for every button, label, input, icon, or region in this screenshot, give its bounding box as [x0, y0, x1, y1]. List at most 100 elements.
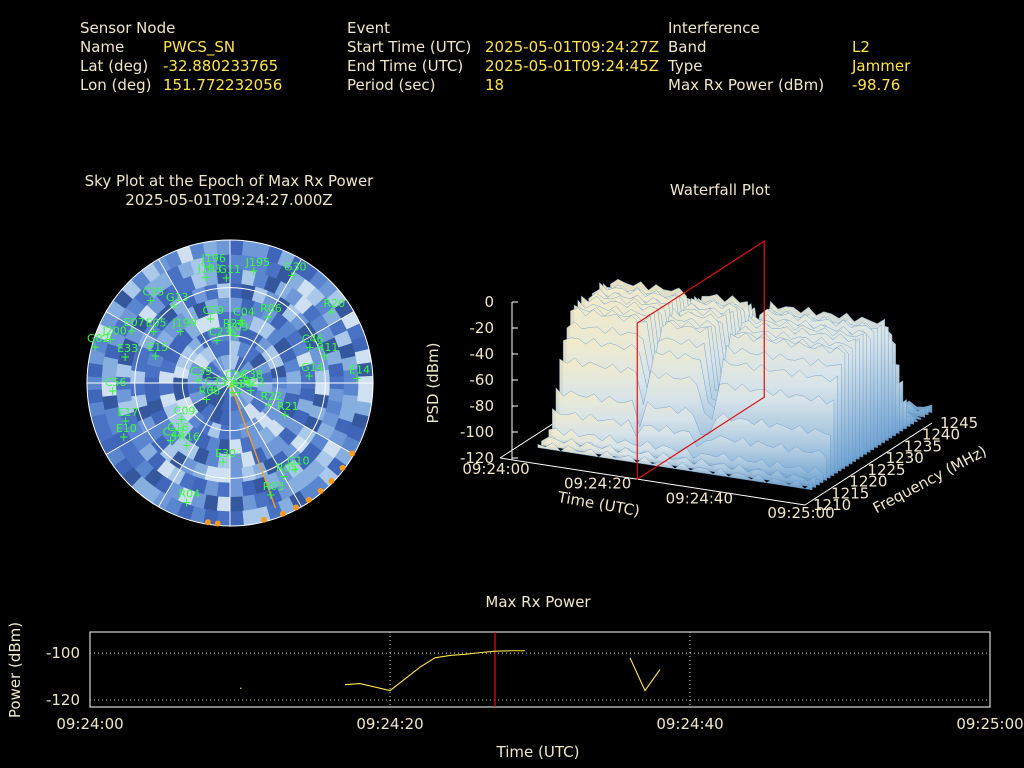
wf-psd-tick-label: -120: [460, 449, 494, 467]
event-start-label: Start Time (UTC): [347, 38, 472, 56]
sensor-lat-label: Lat (deg): [80, 57, 149, 75]
wf-freq-tick-label: 1245: [940, 414, 978, 432]
sky-azimuth-spoke: [105, 382, 231, 455]
satellite-marker: +: [181, 438, 191, 452]
skyplot-title: Sky Plot at the Epoch of Max Rx Power: [84, 172, 374, 190]
event-period-label: Period (sec): [347, 76, 436, 94]
interference-detection-marker: [328, 477, 335, 484]
wf-psd-tick-label: 0: [484, 293, 494, 311]
interference-detection-marker: [214, 520, 221, 527]
satellite-label: G11: [218, 263, 241, 276]
satellite-marker: +: [263, 310, 273, 324]
sky-cell: [241, 509, 258, 526]
satellite-label: C23: [209, 325, 231, 338]
satellite-label: G13: [166, 291, 189, 304]
satellite-label: C13: [230, 378, 252, 391]
satellite-marker: +: [280, 408, 290, 422]
wf-time-tick-label: 09:24:20: [564, 475, 631, 493]
interference-power-value: -98.76: [852, 76, 901, 94]
sky-cell: [87, 388, 103, 404]
sensor-lon-value: 151.772232056: [163, 76, 283, 94]
wf-frequency-slice: [541, 436, 817, 488]
wf-freq-tick-label: 1235: [904, 437, 942, 455]
interference-detection-marker: [339, 464, 346, 471]
sensor-name-value: PWCS_SN: [163, 38, 236, 56]
satellite-marker: +: [201, 271, 211, 285]
satellite-label: R06: [260, 302, 282, 315]
waterfall-title: Waterfall Plot: [669, 181, 771, 199]
satellite-marker: +: [227, 385, 237, 399]
satellite-label: C03: [227, 321, 249, 334]
satellite-marker: +: [150, 349, 160, 363]
satellite-marker: +: [119, 430, 129, 444]
satellite-marker: +: [326, 305, 336, 319]
interference-detection-marker: [204, 519, 211, 526]
event-start-value: 2025-05-01T09:24:27Z: [485, 38, 659, 56]
satellite-label: E17: [117, 406, 138, 419]
event-end-value: 2025-05-01T09:24:45Z: [485, 57, 659, 75]
satellite-marker: +: [244, 376, 254, 390]
interference-detection-marker: [305, 496, 312, 503]
wf-freq-tick-label: 1220: [849, 473, 887, 491]
satellite-label: R05: [276, 462, 298, 475]
satellite-marker: +: [108, 384, 118, 398]
wf-time-tick-label: 09:24:00: [462, 460, 529, 478]
satellite-marker: +: [145, 294, 155, 308]
maxrx-series-line: [344, 650, 525, 692]
satellite-marker: +: [263, 398, 273, 412]
sky-cell: [216, 240, 231, 256]
satellite-label: G10: [287, 454, 310, 467]
satellite-label: C35: [143, 286, 165, 299]
sky-azimuth-spoke: [158, 382, 231, 508]
satellite-label: E33: [117, 342, 138, 355]
sky-cell: [129, 369, 146, 384]
maxrx-frame: [89, 631, 991, 708]
satellite-label: R20: [324, 297, 346, 310]
maxrx-x-tick-label: 09:24:40: [656, 715, 723, 733]
maxrx-y-axis-label: Power (dBm): [6, 622, 24, 718]
satellite-marker: +: [266, 488, 276, 502]
satellite-marker: +: [287, 269, 297, 283]
interference-type-label: Type: [668, 57, 703, 75]
sky-cell: [129, 382, 146, 397]
event-heading: Event: [347, 19, 390, 37]
satellite-marker: +: [175, 325, 185, 339]
satellite-label: C46: [302, 332, 324, 345]
sky-azimuth-spoke: [229, 311, 355, 384]
satellite-label: R16: [178, 430, 200, 443]
sky-cell: [216, 467, 231, 484]
satellite-marker: +: [120, 350, 130, 364]
maxrx-x-tick-label: 09:25:00: [956, 715, 1023, 733]
satellite-label: C38: [241, 368, 263, 381]
sky-cell: [357, 388, 373, 404]
sensor-name-label: Name: [80, 38, 125, 56]
event-end-label: End Time (UTC): [347, 57, 464, 75]
satellite-label: J193: [197, 263, 222, 276]
interference-bearing-line: [229, 382, 277, 509]
sky-cell: [158, 382, 174, 396]
satellite-label: R21: [277, 400, 299, 413]
satellite-marker: +: [226, 325, 236, 339]
sky-cell: [314, 382, 331, 397]
wf-psd-tick-label: -100: [460, 423, 494, 441]
satellite-label: G02: [87, 332, 110, 345]
satellite-marker: +: [221, 271, 231, 285]
satellite-marker: +: [236, 313, 246, 327]
satellite-marker: +: [290, 462, 300, 476]
interference-detection-marker: [261, 516, 268, 523]
satellite-marker: +: [228, 376, 238, 390]
satellite-label: E14: [349, 364, 370, 377]
wf-psd-tick-label: -80: [470, 397, 495, 415]
satellite-marker: +: [90, 340, 100, 354]
wf-psd-axis-label: PSD (dBm): [424, 342, 442, 423]
satellite-label: R23: [243, 376, 265, 389]
wf-time-axis: [499, 457, 806, 506]
satellite-label: C56: [105, 376, 127, 389]
interference-block: Interference Band L2 Type Jammer Max Rx Po…: [668, 19, 910, 95]
sensor-lon-label: Lon (deg): [80, 76, 152, 94]
sky-azimuth-spoke: [229, 258, 302, 384]
sky-cell: [229, 240, 244, 256]
satellite-marker: +: [249, 264, 259, 278]
sky-cell: [229, 496, 244, 513]
